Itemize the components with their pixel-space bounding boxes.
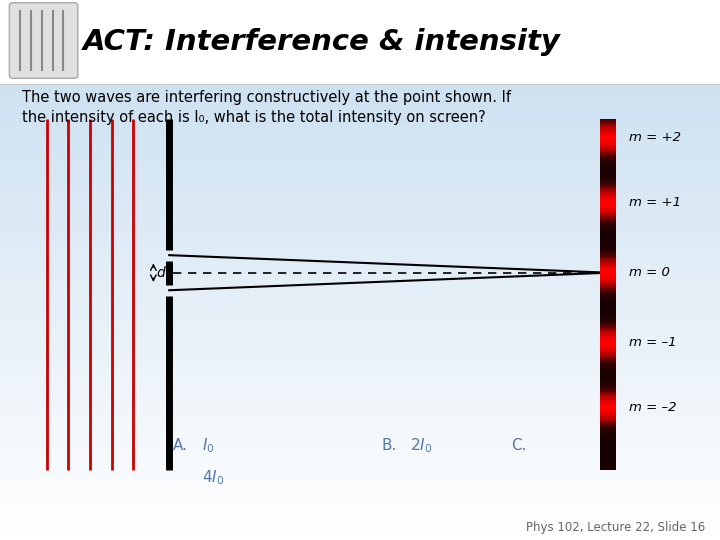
Text: C.: C. bbox=[511, 438, 527, 453]
Text: m = –1: m = –1 bbox=[629, 336, 677, 349]
FancyBboxPatch shape bbox=[9, 3, 78, 78]
Text: $4I_0$: $4I_0$ bbox=[202, 469, 224, 487]
Text: Phys 102, Lecture 22, Slide 16: Phys 102, Lecture 22, Slide 16 bbox=[526, 521, 706, 534]
Bar bbox=[600, 119, 616, 470]
Text: d: d bbox=[156, 266, 165, 280]
Text: $2I_0$: $2I_0$ bbox=[410, 436, 433, 455]
Text: m = +1: m = +1 bbox=[629, 196, 681, 209]
Text: The two waves are interfering constructively at the point shown. If: The two waves are interfering constructi… bbox=[22, 90, 510, 105]
Text: $I_0$: $I_0$ bbox=[202, 436, 215, 455]
Text: A.: A. bbox=[173, 438, 188, 453]
Text: ACT: Interference & intensity: ACT: Interference & intensity bbox=[83, 28, 561, 56]
Text: m = 0: m = 0 bbox=[629, 266, 670, 279]
Bar bbox=[0, 0, 720, 84]
Text: the intensity of each is I₀, what is the total intensity on screen?: the intensity of each is I₀, what is the… bbox=[22, 110, 485, 125]
Text: m = –2: m = –2 bbox=[629, 401, 677, 414]
Text: B.: B. bbox=[382, 438, 397, 453]
Text: m = +2: m = +2 bbox=[629, 131, 681, 144]
